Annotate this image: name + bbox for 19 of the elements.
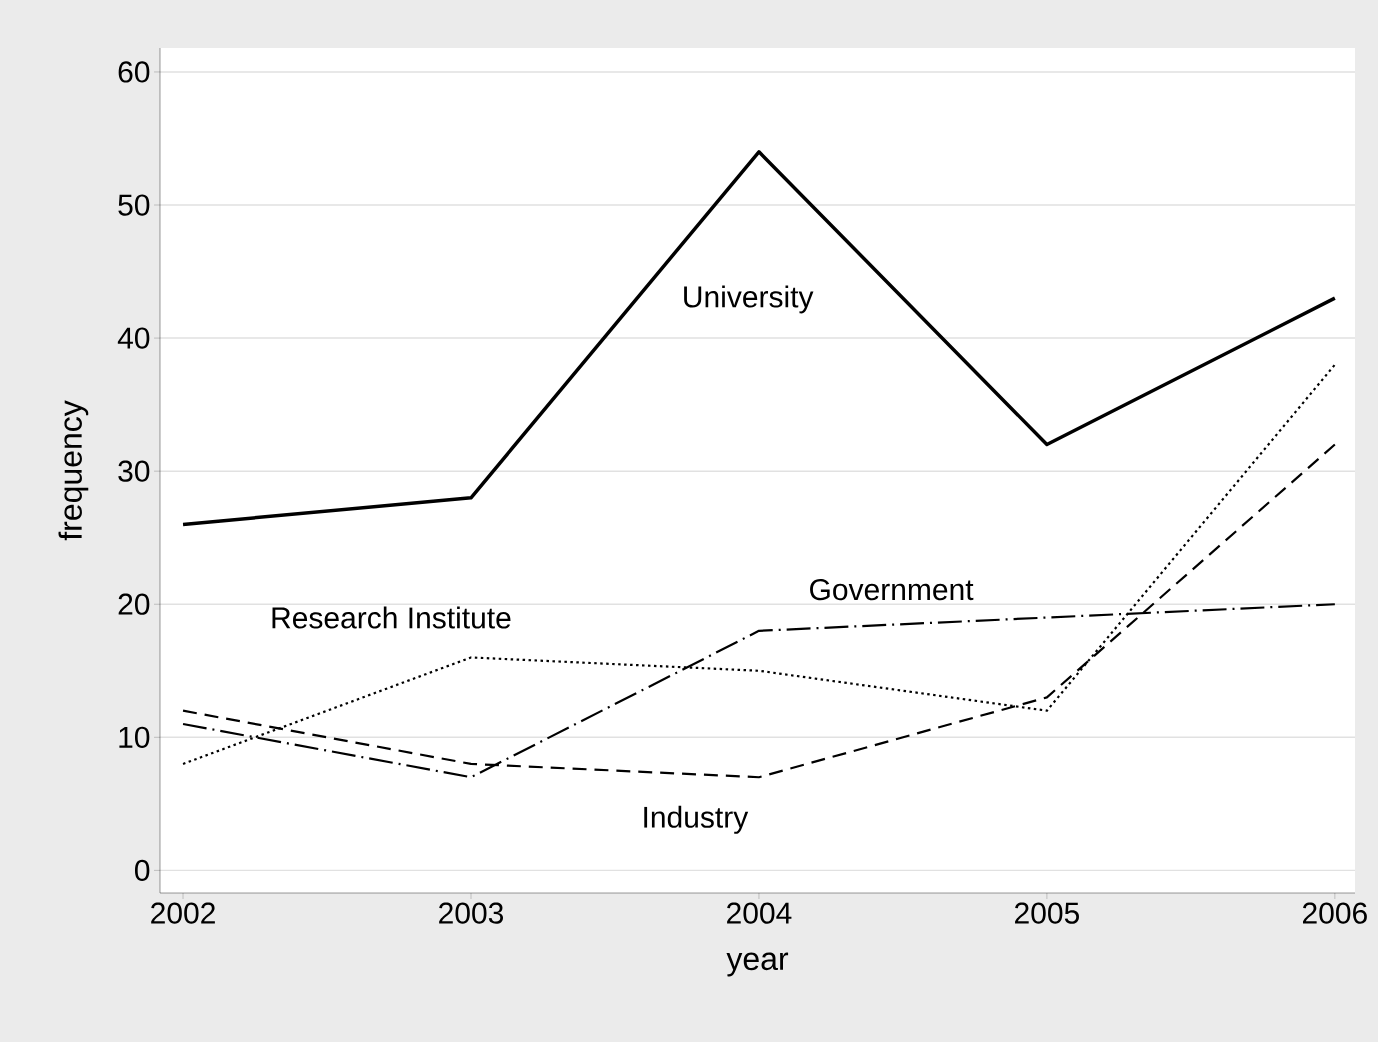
y-tick-label: 0 <box>134 859 150 881</box>
x-axis-title: year <box>726 952 789 977</box>
y-tick-label: 60 <box>118 61 150 83</box>
series-label: Industry <box>644 805 749 834</box>
x-tick-label: 2004 <box>727 902 792 924</box>
x-tick-label: 2002 <box>151 902 215 924</box>
x-tick-label: 2003 <box>439 902 504 924</box>
series-label: University <box>684 285 814 314</box>
y-tick-label: 30 <box>118 460 150 482</box>
x-tick-label: 2005 <box>1015 902 1079 924</box>
y-axis-title: frequency <box>58 400 89 541</box>
series-label: Government <box>810 578 974 601</box>
y-tick-label: 10 <box>119 726 150 748</box>
x-tick-label: 2006 <box>1303 902 1367 924</box>
series-label: Research Institute <box>272 606 511 629</box>
y-tick-label: 20 <box>118 593 150 615</box>
line-series <box>181 150 1337 527</box>
y-tick-label: 50 <box>118 194 150 216</box>
y-tick-label: 40 <box>117 327 150 349</box>
